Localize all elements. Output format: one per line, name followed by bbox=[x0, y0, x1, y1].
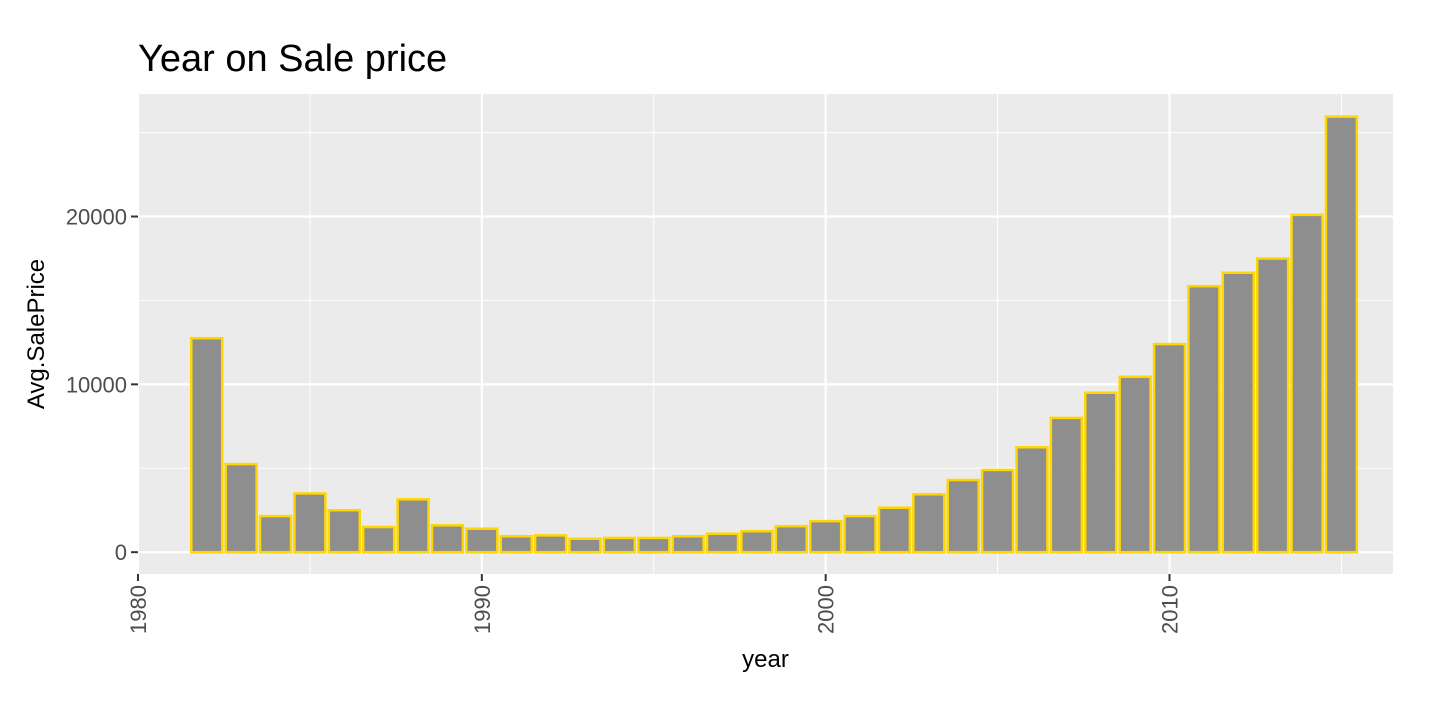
bar bbox=[1290, 213, 1324, 554]
bar bbox=[224, 462, 258, 554]
bar bbox=[327, 508, 362, 554]
bar bbox=[568, 537, 602, 554]
bar bbox=[258, 514, 293, 554]
bar bbox=[1255, 257, 1290, 554]
bar bbox=[396, 498, 430, 554]
bar bbox=[946, 478, 980, 554]
bar bbox=[1084, 391, 1118, 554]
bar bbox=[293, 492, 327, 554]
bar bbox=[602, 536, 637, 554]
bar bbox=[1221, 271, 1255, 554]
y-axis-title: Avg.SalePrice bbox=[23, 259, 50, 409]
x-axis-title: year bbox=[742, 646, 789, 673]
bar bbox=[1049, 416, 1084, 554]
bar bbox=[465, 527, 499, 554]
bar bbox=[740, 529, 774, 554]
y-tick-label: 0 bbox=[115, 540, 127, 565]
bar bbox=[1324, 115, 1359, 554]
bar bbox=[1152, 342, 1187, 554]
axes: 0 10000 20000 1980 1990 2000 2010 bbox=[66, 205, 1183, 634]
bar bbox=[1118, 375, 1152, 554]
bar bbox=[499, 534, 533, 554]
bar bbox=[1187, 284, 1221, 554]
bar bbox=[1015, 446, 1049, 554]
y-tick-label: 20000 bbox=[66, 205, 127, 230]
x-tick-label: 1990 bbox=[470, 585, 495, 634]
x-tick-label: 2010 bbox=[1158, 585, 1183, 634]
bar bbox=[774, 524, 809, 554]
y-tick-label: 10000 bbox=[66, 372, 127, 397]
bar bbox=[430, 524, 465, 554]
bar bbox=[637, 536, 671, 554]
bar bbox=[808, 519, 843, 554]
bar bbox=[912, 493, 946, 554]
bar bbox=[980, 468, 1015, 554]
bar bbox=[361, 525, 396, 554]
bar bbox=[705, 532, 740, 554]
bar bbox=[671, 534, 705, 554]
x-tick-label: 1980 bbox=[126, 585, 151, 634]
bars bbox=[190, 115, 1359, 554]
bar bbox=[190, 336, 224, 554]
chart-title: Year on Sale price bbox=[138, 38, 448, 80]
bar bbox=[533, 534, 568, 554]
bar bbox=[843, 514, 877, 554]
bar bbox=[877, 506, 912, 554]
x-tick-label: 2000 bbox=[814, 585, 839, 634]
